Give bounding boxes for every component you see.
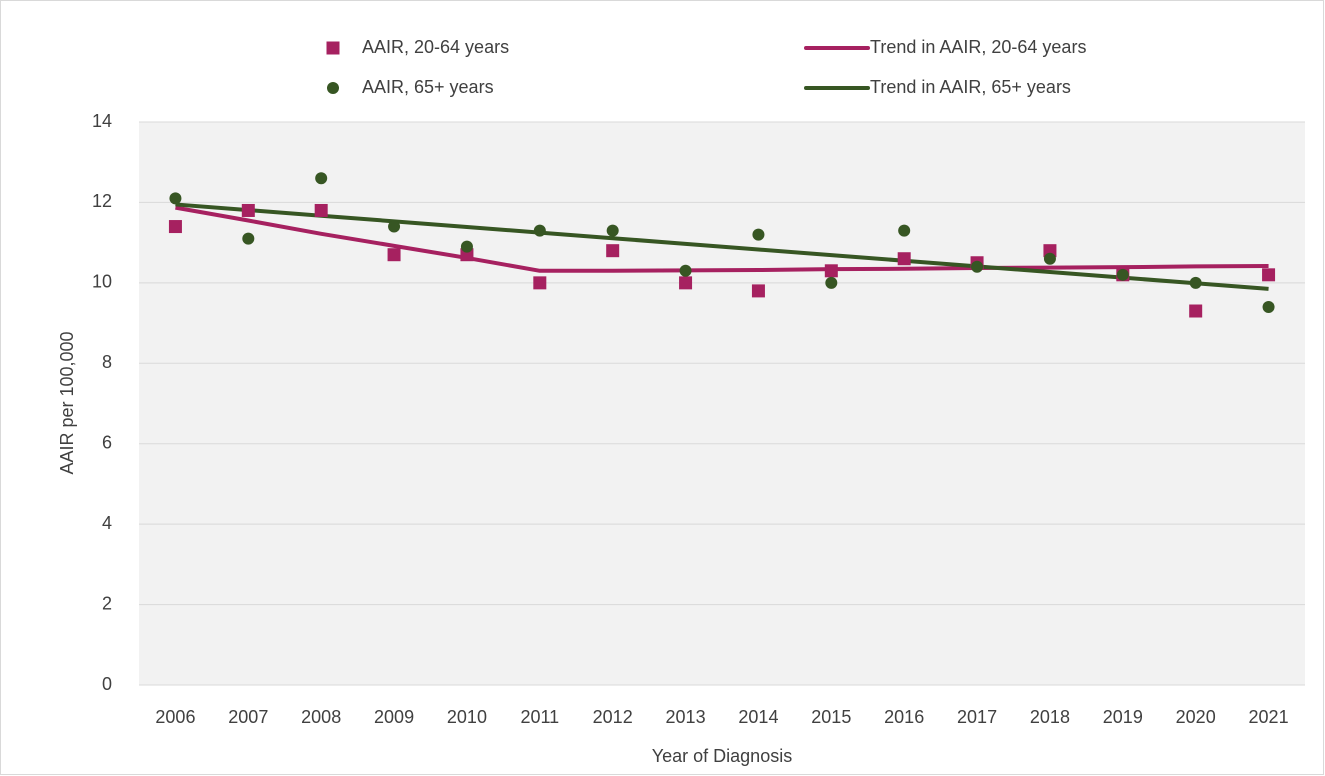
legend-label: Trend in AAIR, 20-64 years (870, 37, 1086, 57)
x-tick-label: 2014 (738, 707, 778, 727)
y-tick-label: 6 (102, 432, 112, 452)
data-point (460, 240, 473, 253)
data-point (1262, 300, 1275, 313)
data-point (897, 252, 911, 266)
data-point (606, 224, 619, 237)
x-tick-label: 2010 (447, 707, 487, 727)
plot-area (139, 122, 1305, 685)
data-point (1116, 268, 1129, 281)
data-point (1262, 268, 1276, 282)
x-tick-label: 2019 (1103, 707, 1143, 727)
x-tick-label: 2013 (666, 707, 706, 727)
data-point (533, 276, 547, 290)
legend-label: Trend in AAIR, 65+ years (870, 77, 1071, 97)
x-tick-label: 2018 (1030, 707, 1070, 727)
data-point (241, 203, 255, 217)
data-point (751, 284, 765, 298)
y-axis-label: AAIR per 100,000 (57, 331, 77, 474)
x-tick-label: 2021 (1249, 707, 1289, 727)
data-point (898, 224, 911, 237)
y-tick-label: 12 (92, 191, 112, 211)
data-point (824, 264, 838, 278)
data-point (1189, 304, 1203, 318)
x-tick-label: 2017 (957, 707, 997, 727)
data-point (752, 228, 765, 241)
data-point (387, 248, 401, 262)
legend-marker (327, 82, 339, 94)
data-point (1043, 252, 1056, 265)
data-point (1189, 276, 1202, 289)
trend-line (175, 205, 1269, 273)
y-tick-label: 0 (102, 674, 112, 694)
x-axis-label: Year of Diagnosis (652, 746, 792, 766)
data-point (388, 220, 401, 233)
x-tick-label: 2007 (228, 707, 268, 727)
data-point (169, 192, 182, 205)
data-point (679, 264, 692, 277)
y-tick-label: 8 (102, 352, 112, 372)
data-point (168, 220, 182, 234)
legend-label: AAIR, 20-64 years (362, 37, 509, 57)
x-tick-label: 2011 (520, 707, 559, 727)
y-tick-label: 14 (92, 111, 112, 131)
x-tick-label: 2006 (155, 707, 195, 727)
y-tick-label: 2 (102, 593, 112, 613)
x-tick-label: 2020 (1176, 707, 1216, 727)
x-tick-label: 2015 (811, 707, 851, 727)
x-tick-label: 2008 (301, 707, 341, 727)
data-point (825, 276, 838, 289)
x-tick-label: 2016 (884, 707, 924, 727)
y-tick-label: 10 (92, 272, 112, 292)
data-point (679, 276, 693, 290)
data-point (971, 260, 984, 273)
x-tick-label: 2012 (593, 707, 633, 727)
x-tick-label: 2009 (374, 707, 414, 727)
trend-line (175, 202, 1269, 291)
data-point (606, 244, 620, 258)
data-point (315, 172, 328, 185)
legend-marker (326, 41, 340, 55)
data-point (242, 232, 255, 245)
data-point (533, 224, 546, 237)
data-point (314, 203, 328, 217)
legend-label: AAIR, 65+ years (362, 77, 494, 97)
y-tick-label: 4 (102, 513, 112, 533)
